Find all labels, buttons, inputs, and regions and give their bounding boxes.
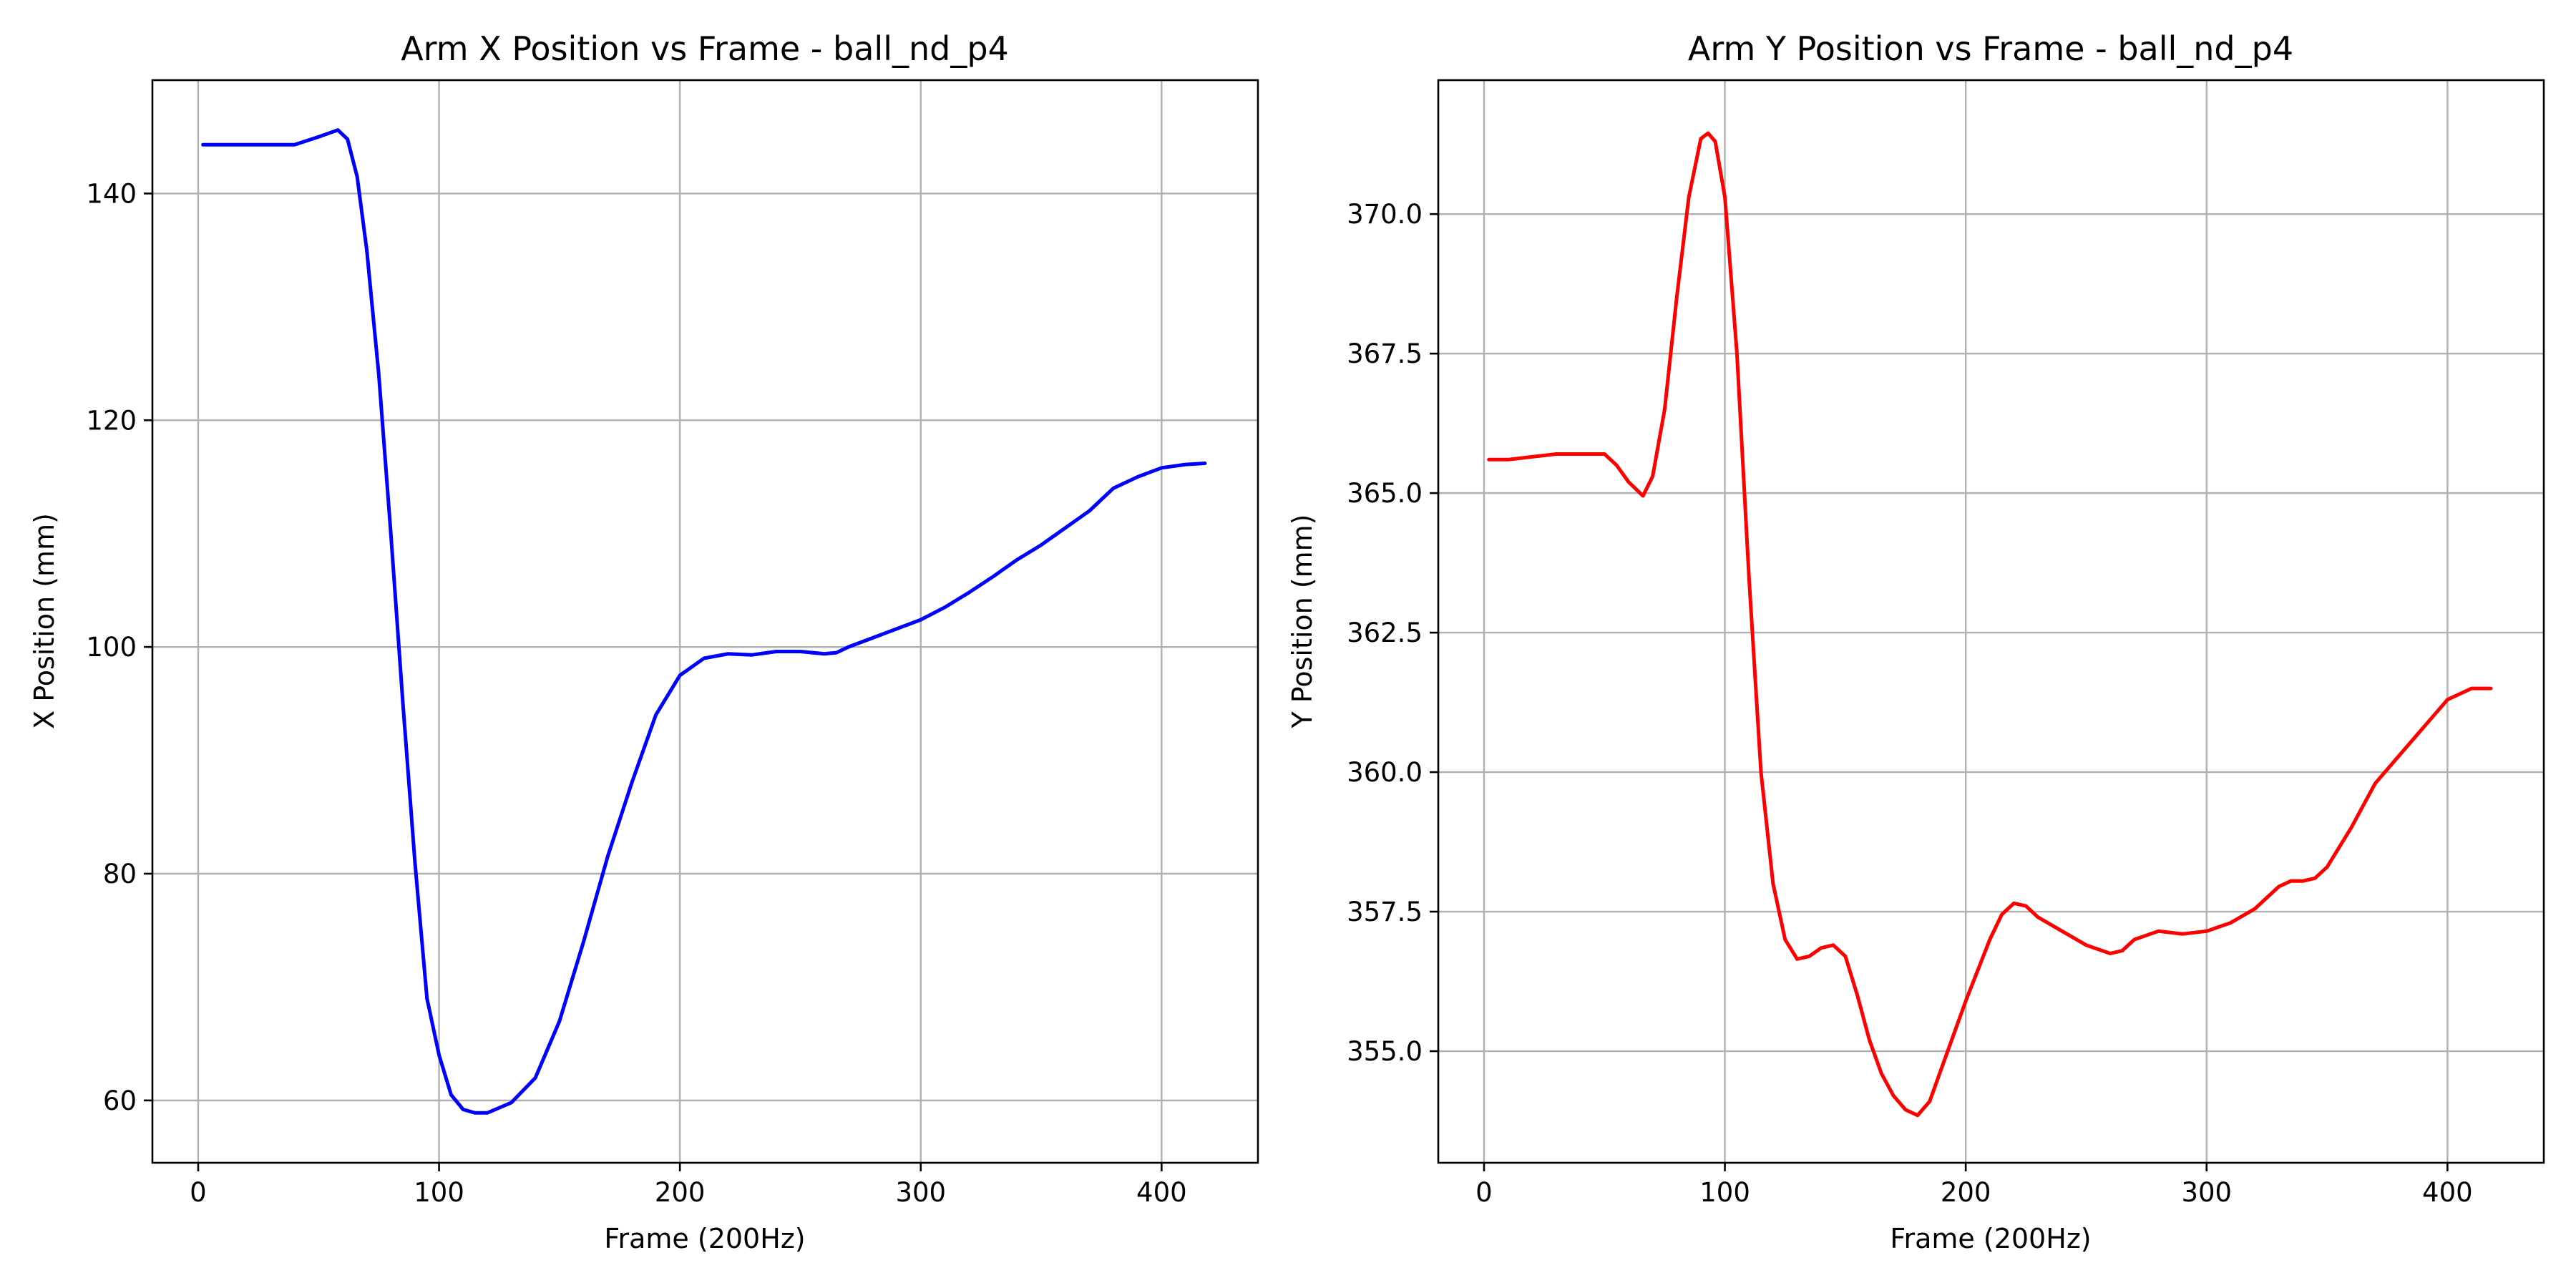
x-tick-label: 200 — [1941, 1177, 1991, 1208]
y-panel-xlabel: Frame (200Hz) — [1890, 1223, 2091, 1254]
x-tick-label: 300 — [895, 1177, 946, 1208]
y-position-series-line — [1487, 131, 2493, 1118]
x-tick-label: 200 — [655, 1177, 706, 1208]
x-tick-label: 400 — [2422, 1177, 2473, 1208]
x-panel-title: Arm X Position vs Frame - ball_nd_p4 — [401, 29, 1009, 68]
x-tick-label: 0 — [190, 1177, 207, 1208]
x-position-panel: 0 100 200 300 400 60 80 100 120 140 Arm X Positio… — [29, 29, 1259, 1254]
y-tick-label: 355.0 — [1347, 1036, 1423, 1067]
y-tick-label: 100 — [86, 632, 137, 663]
y-tick-label: 365.0 — [1347, 478, 1423, 509]
y-tick-label: 120 — [86, 405, 137, 436]
x-panel-xlabel: Frame (200Hz) — [604, 1223, 805, 1254]
y-panel-title: Arm Y Position vs Frame - ball_nd_p4 — [1688, 29, 2293, 68]
x-tick-label: 100 — [414, 1177, 464, 1208]
y-tick-label: 80 — [103, 859, 137, 889]
y-position-panel: 0 100 200 300 400 355.0 357.5 360.0 362.5 365.0 36… — [1287, 29, 2545, 1254]
x-panel-frame — [151, 79, 1259, 1164]
x-panel-ylabel: X Position (mm) — [29, 513, 60, 729]
x-tick-label: 0 — [1475, 1177, 1493, 1208]
x-panel-ticks: 0 100 200 300 400 60 80 100 120 140 — [86, 178, 1186, 1208]
y-tick-label: 360.0 — [1347, 757, 1423, 788]
x-tick-label: 300 — [2181, 1177, 2232, 1208]
y-panel-frame — [1437, 79, 2545, 1164]
y-panel-ylabel: Y Position (mm) — [1287, 514, 1318, 728]
x-tick-label: 400 — [1136, 1177, 1187, 1208]
x-tick-label: 100 — [1699, 1177, 1750, 1208]
y-tick-label: 370.0 — [1347, 199, 1423, 230]
y-tick-label: 60 — [103, 1085, 137, 1116]
y-tick-label: 362.5 — [1347, 618, 1423, 648]
y-tick-label: 140 — [86, 178, 137, 209]
y-panel-ticks: 0 100 200 300 400 355.0 357.5 360.0 362.5 365.0 36… — [1347, 199, 2473, 1208]
x-panel-grid — [152, 80, 1258, 1163]
y-panel-grid — [1438, 80, 2544, 1163]
x-position-series-line — [201, 128, 1207, 1115]
y-tick-label: 367.5 — [1347, 338, 1423, 369]
y-tick-label: 357.5 — [1347, 897, 1423, 927]
